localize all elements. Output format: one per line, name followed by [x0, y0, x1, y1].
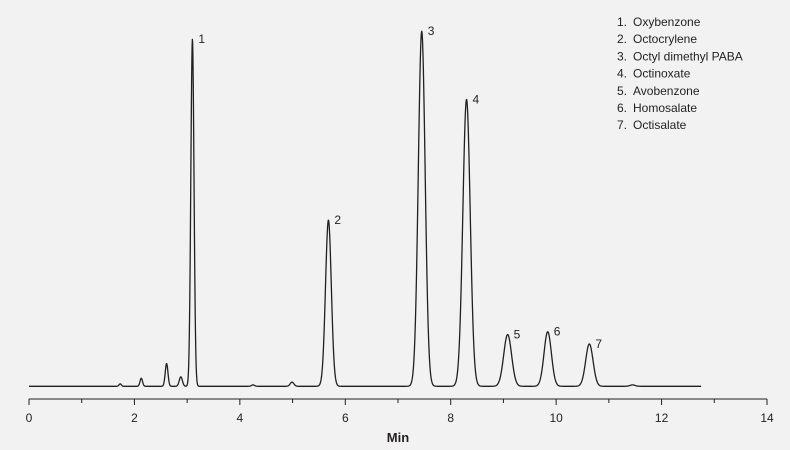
legend-item-name: Octisalate: [633, 118, 687, 132]
x-tick-label: 12: [655, 411, 669, 425]
x-axis: 0 2 4 6 8 10 12 14: [26, 398, 774, 425]
peak-labels: 1 2 3 4 5 6 7: [198, 24, 602, 351]
peak-label-1: 1: [198, 32, 205, 46]
x-axis-title: Min: [387, 430, 409, 445]
legend-item-number: 7.: [617, 118, 627, 132]
legend-item-number: 4.: [617, 67, 627, 81]
legend-item-name: Oxybenzone: [633, 15, 701, 29]
chromatogram-trace: [28, 30, 702, 387]
x-tick-label: 10: [549, 411, 563, 425]
legend-item-number: 1.: [617, 15, 627, 29]
legend-item-name: Octocrylene: [633, 32, 697, 46]
peak-label-2: 2: [334, 213, 341, 227]
legend-item-name: Avobenzone: [633, 84, 700, 98]
legend-item-name: Octinoxate: [633, 67, 691, 81]
legend-item-name: Octyl dimethyl PABA: [633, 49, 743, 63]
x-tick-label: 2: [131, 411, 138, 425]
x-tick-label: 6: [342, 411, 349, 425]
legend-item-number: 5.: [617, 84, 627, 98]
peak-label-5: 5: [514, 328, 521, 342]
legend-item-number: 6.: [617, 101, 627, 115]
legend-item-number: 3.: [617, 49, 627, 63]
x-tick-label: 0: [26, 411, 33, 425]
legend-item-number: 2.: [617, 32, 627, 46]
peak-label-3: 3: [428, 24, 435, 38]
legend-item-name: Homosalate: [633, 101, 697, 115]
peak-label-6: 6: [554, 325, 561, 339]
x-tick-label: 4: [237, 411, 244, 425]
legend: 1. Oxybenzone 2. Octocrylene 3. Octyl dimethy…: [617, 15, 743, 132]
chromatogram-trace-group: [28, 30, 702, 387]
peak-label-4: 4: [473, 92, 480, 106]
x-tick-label: 14: [760, 411, 774, 425]
x-tick-label: 8: [447, 411, 454, 425]
peak-label-7: 7: [595, 337, 602, 351]
